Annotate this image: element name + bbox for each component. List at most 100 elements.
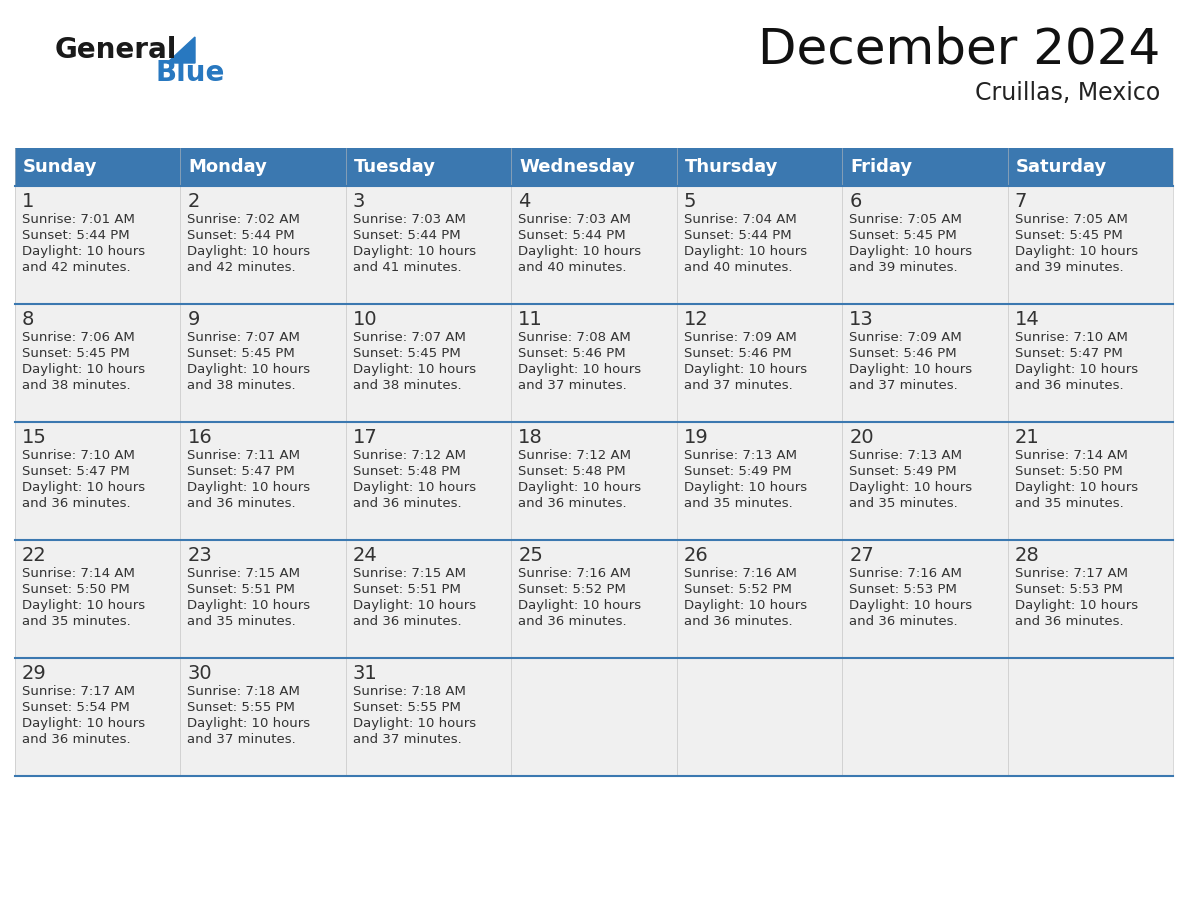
Text: Sunrise: 7:05 AM: Sunrise: 7:05 AM [849, 213, 962, 226]
Text: Daylight: 10 hours: Daylight: 10 hours [849, 599, 972, 612]
Text: Daylight: 10 hours: Daylight: 10 hours [1015, 481, 1138, 494]
Text: Sunrise: 7:03 AM: Sunrise: 7:03 AM [518, 213, 631, 226]
Bar [1007, 148, 1173, 186]
Text: and 37 minutes.: and 37 minutes. [188, 733, 296, 746]
Bar [1007, 304, 1173, 422]
Text: Daylight: 10 hours: Daylight: 10 hours [849, 363, 972, 376]
Text: Sunrise: 7:16 AM: Sunrise: 7:16 AM [684, 567, 797, 580]
Bar [677, 540, 842, 658]
Text: 1: 1 [23, 192, 34, 211]
Text: December 2024: December 2024 [758, 26, 1159, 74]
Text: Daylight: 10 hours: Daylight: 10 hours [1015, 599, 1138, 612]
Text: Sunset: 5:45 PM: Sunset: 5:45 PM [849, 229, 956, 242]
Text: Blue: Blue [154, 59, 225, 87]
Text: and 42 minutes.: and 42 minutes. [188, 261, 296, 274]
Text: 23: 23 [188, 546, 213, 565]
Text: and 36 minutes.: and 36 minutes. [518, 615, 627, 628]
Text: Thursday: Thursday [684, 158, 778, 176]
Text: Sunrise: 7:06 AM: Sunrise: 7:06 AM [23, 331, 134, 344]
Text: Sunset: 5:53 PM: Sunset: 5:53 PM [849, 583, 958, 596]
Text: Sunset: 5:45 PM: Sunset: 5:45 PM [1015, 229, 1123, 242]
Text: 22: 22 [23, 546, 46, 565]
Bar [842, 304, 1007, 422]
Text: 28: 28 [1015, 546, 1040, 565]
Bar [1007, 658, 1173, 776]
Bar [15, 540, 181, 658]
Text: and 42 minutes.: and 42 minutes. [23, 261, 131, 274]
Bar [511, 148, 677, 186]
Bar [1007, 540, 1173, 658]
Text: and 36 minutes.: and 36 minutes. [23, 497, 131, 510]
Text: and 36 minutes.: and 36 minutes. [849, 615, 958, 628]
Text: and 39 minutes.: and 39 minutes. [849, 261, 958, 274]
Text: Daylight: 10 hours: Daylight: 10 hours [353, 363, 476, 376]
Text: Sunrise: 7:10 AM: Sunrise: 7:10 AM [1015, 331, 1127, 344]
Text: Daylight: 10 hours: Daylight: 10 hours [23, 363, 145, 376]
Text: 26: 26 [684, 546, 708, 565]
Text: Sunrise: 7:18 AM: Sunrise: 7:18 AM [353, 685, 466, 698]
Text: Sunrise: 7:07 AM: Sunrise: 7:07 AM [353, 331, 466, 344]
Text: Sunrise: 7:12 AM: Sunrise: 7:12 AM [353, 449, 466, 462]
Text: Sunset: 5:46 PM: Sunset: 5:46 PM [684, 347, 791, 360]
Text: Sunrise: 7:18 AM: Sunrise: 7:18 AM [188, 685, 301, 698]
Text: Daylight: 10 hours: Daylight: 10 hours [518, 481, 642, 494]
Bar [511, 540, 677, 658]
Text: Sunset: 5:55 PM: Sunset: 5:55 PM [353, 701, 461, 714]
Text: Daylight: 10 hours: Daylight: 10 hours [353, 245, 476, 258]
Text: Sunset: 5:52 PM: Sunset: 5:52 PM [684, 583, 791, 596]
Bar [511, 658, 677, 776]
Text: Daylight: 10 hours: Daylight: 10 hours [684, 599, 807, 612]
Text: and 37 minutes.: and 37 minutes. [353, 733, 462, 746]
Bar [181, 186, 346, 304]
Bar [15, 658, 181, 776]
Bar [181, 540, 346, 658]
Text: 30: 30 [188, 664, 211, 683]
Text: and 35 minutes.: and 35 minutes. [1015, 497, 1124, 510]
Text: 31: 31 [353, 664, 378, 683]
Text: Sunset: 5:44 PM: Sunset: 5:44 PM [188, 229, 295, 242]
Text: Sunset: 5:47 PM: Sunset: 5:47 PM [188, 465, 295, 478]
Text: Sunrise: 7:12 AM: Sunrise: 7:12 AM [518, 449, 631, 462]
Text: 13: 13 [849, 310, 874, 329]
Bar [677, 186, 842, 304]
Text: 18: 18 [518, 428, 543, 447]
Text: Daylight: 10 hours: Daylight: 10 hours [518, 245, 642, 258]
Text: Daylight: 10 hours: Daylight: 10 hours [353, 717, 476, 730]
Text: 25: 25 [518, 546, 543, 565]
Bar [1007, 186, 1173, 304]
Text: Sunrise: 7:11 AM: Sunrise: 7:11 AM [188, 449, 301, 462]
Text: and 36 minutes.: and 36 minutes. [684, 615, 792, 628]
Text: Sunset: 5:44 PM: Sunset: 5:44 PM [684, 229, 791, 242]
Text: 19: 19 [684, 428, 708, 447]
Text: Sunrise: 7:05 AM: Sunrise: 7:05 AM [1015, 213, 1127, 226]
Bar [346, 304, 511, 422]
Text: 11: 11 [518, 310, 543, 329]
Text: Sunrise: 7:15 AM: Sunrise: 7:15 AM [188, 567, 301, 580]
Text: and 36 minutes.: and 36 minutes. [353, 615, 461, 628]
Text: Sunrise: 7:17 AM: Sunrise: 7:17 AM [23, 685, 135, 698]
Polygon shape [168, 37, 195, 63]
Bar [677, 304, 842, 422]
Text: Sunset: 5:53 PM: Sunset: 5:53 PM [1015, 583, 1123, 596]
Bar [677, 658, 842, 776]
Text: Daylight: 10 hours: Daylight: 10 hours [849, 245, 972, 258]
Text: and 37 minutes.: and 37 minutes. [684, 379, 792, 392]
Text: Daylight: 10 hours: Daylight: 10 hours [1015, 363, 1138, 376]
Text: and 36 minutes.: and 36 minutes. [23, 733, 131, 746]
Text: and 39 minutes.: and 39 minutes. [1015, 261, 1123, 274]
Text: Sunrise: 7:15 AM: Sunrise: 7:15 AM [353, 567, 466, 580]
Bar [842, 540, 1007, 658]
Text: 24: 24 [353, 546, 378, 565]
Text: Sunrise: 7:10 AM: Sunrise: 7:10 AM [23, 449, 135, 462]
Text: and 37 minutes.: and 37 minutes. [849, 379, 958, 392]
Text: Sunrise: 7:16 AM: Sunrise: 7:16 AM [849, 567, 962, 580]
Text: Sunset: 5:44 PM: Sunset: 5:44 PM [353, 229, 461, 242]
Text: Wednesday: Wednesday [519, 158, 636, 176]
Text: Sunset: 5:46 PM: Sunset: 5:46 PM [518, 347, 626, 360]
Text: Sunset: 5:49 PM: Sunset: 5:49 PM [684, 465, 791, 478]
Text: Daylight: 10 hours: Daylight: 10 hours [23, 717, 145, 730]
Text: 2: 2 [188, 192, 200, 211]
Text: Sunrise: 7:13 AM: Sunrise: 7:13 AM [684, 449, 797, 462]
Text: 29: 29 [23, 664, 46, 683]
Bar [181, 422, 346, 540]
